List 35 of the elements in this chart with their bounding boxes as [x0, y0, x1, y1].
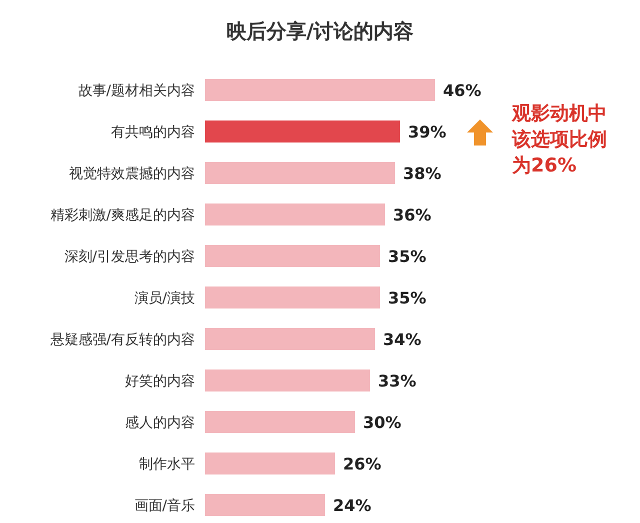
- y-tick-label: 感人的内容: [125, 415, 195, 431]
- data-label: 36%: [393, 206, 432, 224]
- data-label: 35%: [388, 247, 426, 266]
- y-tick-label: 视觉特效震撼的内容: [69, 166, 195, 182]
- data-label: 35%: [388, 288, 426, 308]
- bar: [205, 328, 375, 350]
- y-tick-label: 好笑的内容: [125, 374, 195, 390]
- bar: [205, 204, 385, 226]
- data-label: 26%: [343, 454, 382, 474]
- bar: [205, 245, 380, 267]
- bar: [205, 120, 400, 142]
- bar: [205, 162, 395, 184]
- data-label: 33%: [378, 372, 416, 390]
- bar: [205, 370, 370, 392]
- data-label: 39%: [408, 122, 446, 142]
- bar: [205, 286, 380, 308]
- bar: [205, 494, 325, 516]
- y-tick-label: 悬疑感强/有反转的内容: [49, 332, 195, 348]
- y-tick-label: 深刻/引发思考的内容: [64, 249, 195, 265]
- y-tick-label: 故事/题材相关内容: [78, 83, 195, 99]
- data-label: 34%: [383, 330, 422, 349]
- data-label: 38%: [403, 164, 442, 183]
- bar: [205, 411, 355, 433]
- y-tick-label: 精彩刺激/爽感足的内容: [50, 208, 195, 224]
- text: 观影动机中该选项比例为26%: [511, 102, 607, 176]
- y-tick-label: 画面/音乐: [134, 498, 195, 514]
- bar: [205, 452, 335, 474]
- y-tick-label: 制作水平: [139, 456, 195, 472]
- y-tick-label: 演员/演技: [134, 290, 195, 306]
- y-tick-label: 有共鸣的内容: [111, 124, 195, 140]
- chart-title: 映后分享/讨论的内容: [226, 19, 414, 43]
- bar: [205, 79, 435, 101]
- data-label: 30%: [363, 413, 402, 432]
- data-label: 46%: [443, 81, 482, 100]
- data-label: 24%: [333, 496, 372, 515]
